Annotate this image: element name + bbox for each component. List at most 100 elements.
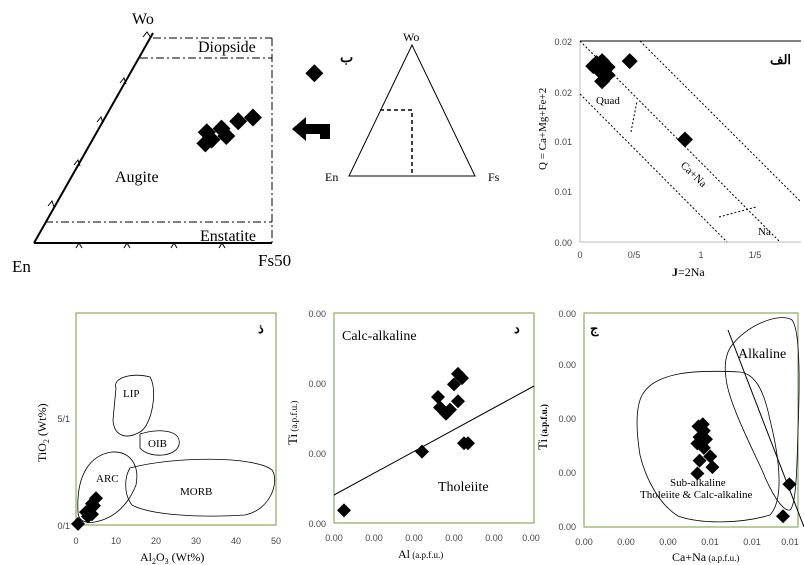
calc-alkaline-label: Calc-alkaline <box>342 329 417 344</box>
tio2-point <box>81 509 95 524</box>
quad-point <box>217 126 236 145</box>
tio2-plot-frame <box>75 312 277 526</box>
en-label: En <box>12 257 31 276</box>
qj-point <box>594 73 611 90</box>
ticana-ytick-1: 0.00 <box>558 360 576 370</box>
ticana-xlabel: Ca+Na (a.p.f.u.) <box>672 550 739 564</box>
tio2-panel: LIP OIB ARC MORB 0/1 5/1 0 10 20 30 40 5… <box>35 312 281 565</box>
curved-arrow-icon <box>292 117 330 141</box>
enstatite-label: Enstatite <box>200 228 256 245</box>
qj-ytick-1: 0.02 <box>554 88 572 98</box>
ticana-xtick-4: 0.01 <box>743 537 761 547</box>
ticana-xtick-2: 0.00 <box>659 537 677 547</box>
augite-label: Augite <box>115 169 159 186</box>
tial-point <box>451 394 465 409</box>
morb-label: MORB <box>180 486 212 498</box>
tholeiite-calc-alkaline-label: Tholeiite & Calc-alkaline <box>640 489 753 501</box>
sub-alkaline-field <box>636 370 780 523</box>
ticana-panel: 0.00 0.00 0.00 0.00 0.00 0.00 0.00 0.00 … <box>535 309 804 564</box>
triangle-fs-label: Fs <box>488 170 500 184</box>
tial-point <box>443 402 457 417</box>
triangle-field <box>380 109 413 176</box>
tial-point <box>455 371 469 386</box>
quad-ticks <box>47 31 226 249</box>
tio2-ytick-1: 5/1 <box>57 414 70 424</box>
tio2-ylabel: TiO2 (Wt%) <box>35 403 51 462</box>
ticana-xtick-3: 0.01 <box>701 537 719 547</box>
tial-xtick-5: 0.00 <box>522 533 540 543</box>
tial-points <box>337 366 475 518</box>
quad-point <box>243 108 262 127</box>
ticana-point <box>782 477 797 492</box>
qj-xlabel: J=2Na <box>672 265 705 279</box>
panel-label-zal: ذ <box>258 321 264 336</box>
ticana-point <box>703 449 718 464</box>
tial-divider-line <box>333 385 535 496</box>
ticana-point <box>705 460 720 475</box>
qj-ylabel: Q = Ca+Mg+Fe+2 <box>537 88 549 170</box>
qj-point <box>676 131 693 148</box>
oib-field <box>139 430 180 456</box>
qj-xtick-2: 1 <box>698 250 703 260</box>
tio2-xlabel: Al2O3 (Wt%) <box>140 550 204 565</box>
ticana-ylabel: Ti (a.p.f.u.) <box>535 404 550 450</box>
tial-point <box>337 503 351 518</box>
ticana-xtick-0: 0.00 <box>575 537 593 547</box>
ticana-points <box>690 417 797 524</box>
quad-left-edge <box>33 32 154 244</box>
cana-region-label: Ca+Na <box>678 160 709 190</box>
oib-label: OIB <box>148 438 167 450</box>
ticana-ytick-3: 0.00 <box>558 468 576 478</box>
fs50-label: Fs50 <box>258 251 291 270</box>
tio2-xtick-2: 20 <box>151 536 161 546</box>
tio2-point <box>71 516 85 531</box>
wo-label: Wo <box>132 11 154 28</box>
tio2-xtick-5: 50 <box>271 536 281 546</box>
panel-label-dal: د <box>514 321 520 336</box>
qj-xtick-1: 0/5 <box>628 250 641 260</box>
qj-ytick-4: 0.00 <box>554 238 572 248</box>
tial-xtick-1: 0.00 <box>365 533 383 543</box>
ticana-xtick-1: 0.00 <box>617 537 635 547</box>
tial-point <box>447 377 461 392</box>
qj-diagonal-top <box>639 40 802 203</box>
tial-plot-frame <box>333 312 535 524</box>
sub-alkaline-label: Sub-alkaline <box>670 477 726 489</box>
qj-ytick-3: 0.01 <box>554 187 572 197</box>
alkaline-label: Alkaline <box>738 347 786 362</box>
qj-panel: 0.02 0.02 0.01 0.01 0.00 0 0/5 1 1/5 Q =… <box>537 37 802 279</box>
tholeiite-label: Tholeiite <box>438 480 489 495</box>
tial-point <box>431 390 445 404</box>
qj-xtick-3: 1/5 <box>749 250 762 260</box>
tio2-ytick-0: 0/1 <box>57 521 70 531</box>
arc-label: ARC <box>96 473 119 485</box>
quad-point <box>229 112 248 131</box>
na-region-label: Na <box>758 226 771 238</box>
ticana-point <box>692 453 707 468</box>
ticana-ytick-4: 0.00 <box>558 522 576 532</box>
tial-ytick-2: 0.00 <box>308 449 326 459</box>
morb-field <box>125 458 276 517</box>
ticana-point <box>776 509 791 524</box>
tial-xtick-4: 0.00 <box>485 533 503 543</box>
diopside-label: Diopside <box>198 39 256 56</box>
tial-ytick-1: 0.00 <box>308 379 326 389</box>
tio2-xtick-1: 10 <box>111 536 121 546</box>
ticana-xtick-5: 0.01 <box>781 537 799 547</box>
lip-label: LIP <box>123 388 140 400</box>
quad-points <box>196 64 324 153</box>
ticana-point <box>690 466 705 481</box>
qj-xtick-0: 0 <box>577 250 582 260</box>
triangle-wo-label: Wo <box>403 30 419 44</box>
qj-ytick-2: 0.01 <box>554 137 572 147</box>
tial-ytick-0: 0.00 <box>308 309 326 319</box>
tio2-xtick-4: 40 <box>231 536 241 546</box>
tio2-xtick-0: 0 <box>73 536 78 546</box>
quad-panel: Wo En Fs50 Diopside Augite Enstatite <box>12 11 324 276</box>
panel-label-b: ب <box>340 51 353 66</box>
quad-point <box>196 134 215 153</box>
tial-xtick-3: 0.00 <box>445 533 463 543</box>
tial-xtick-2: 0.00 <box>405 533 423 543</box>
ticana-ytick-2: 0.00 <box>558 414 576 424</box>
